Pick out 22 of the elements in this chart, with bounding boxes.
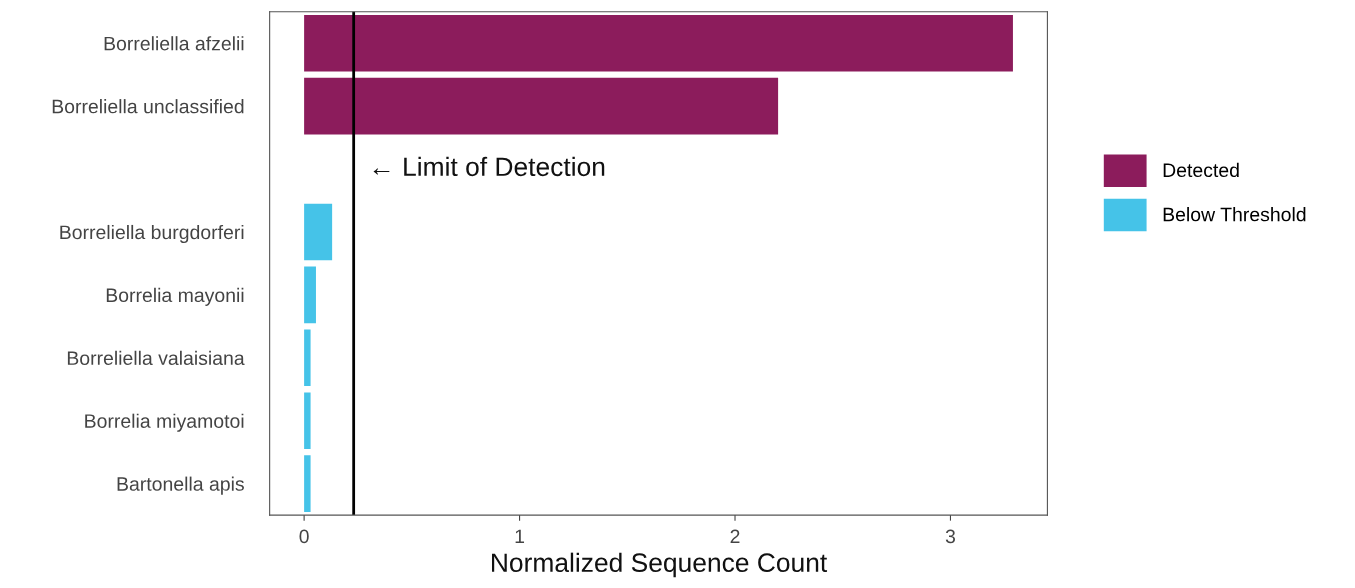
bar <box>304 77 779 135</box>
bar <box>304 266 316 324</box>
x-tick-label: 0 <box>299 529 309 544</box>
y-tick-label: Borreliella afzelii <box>104 36 244 51</box>
bar <box>304 392 311 450</box>
legend-label: Below Threshold <box>1163 207 1306 222</box>
x-tick-label: 2 <box>730 529 740 544</box>
bar <box>304 14 1013 72</box>
y-tick-label: Borrelia mayonii <box>106 287 244 306</box>
y-tick-label: Borreliella burgdorferi <box>60 224 244 244</box>
x-axis-title: Normalized Sequence Count <box>492 552 828 578</box>
y-tick-label: Borreliella valaisiana <box>67 350 245 366</box>
x-tick-label: 1 <box>515 529 525 544</box>
y-tick-label: Bartonella apis <box>117 476 244 495</box>
x-tick-label: 3 <box>945 529 956 544</box>
bar <box>304 455 311 512</box>
bar <box>304 329 311 387</box>
bar <box>304 203 333 261</box>
y-tick-label: Borrelia miyamotoi <box>85 413 244 432</box>
ref-line-label: ← Limit of Detection <box>373 156 605 177</box>
y-tick-label: Borreliella unclassified <box>52 99 244 114</box>
legend-label: Detected <box>1163 162 1239 178</box>
